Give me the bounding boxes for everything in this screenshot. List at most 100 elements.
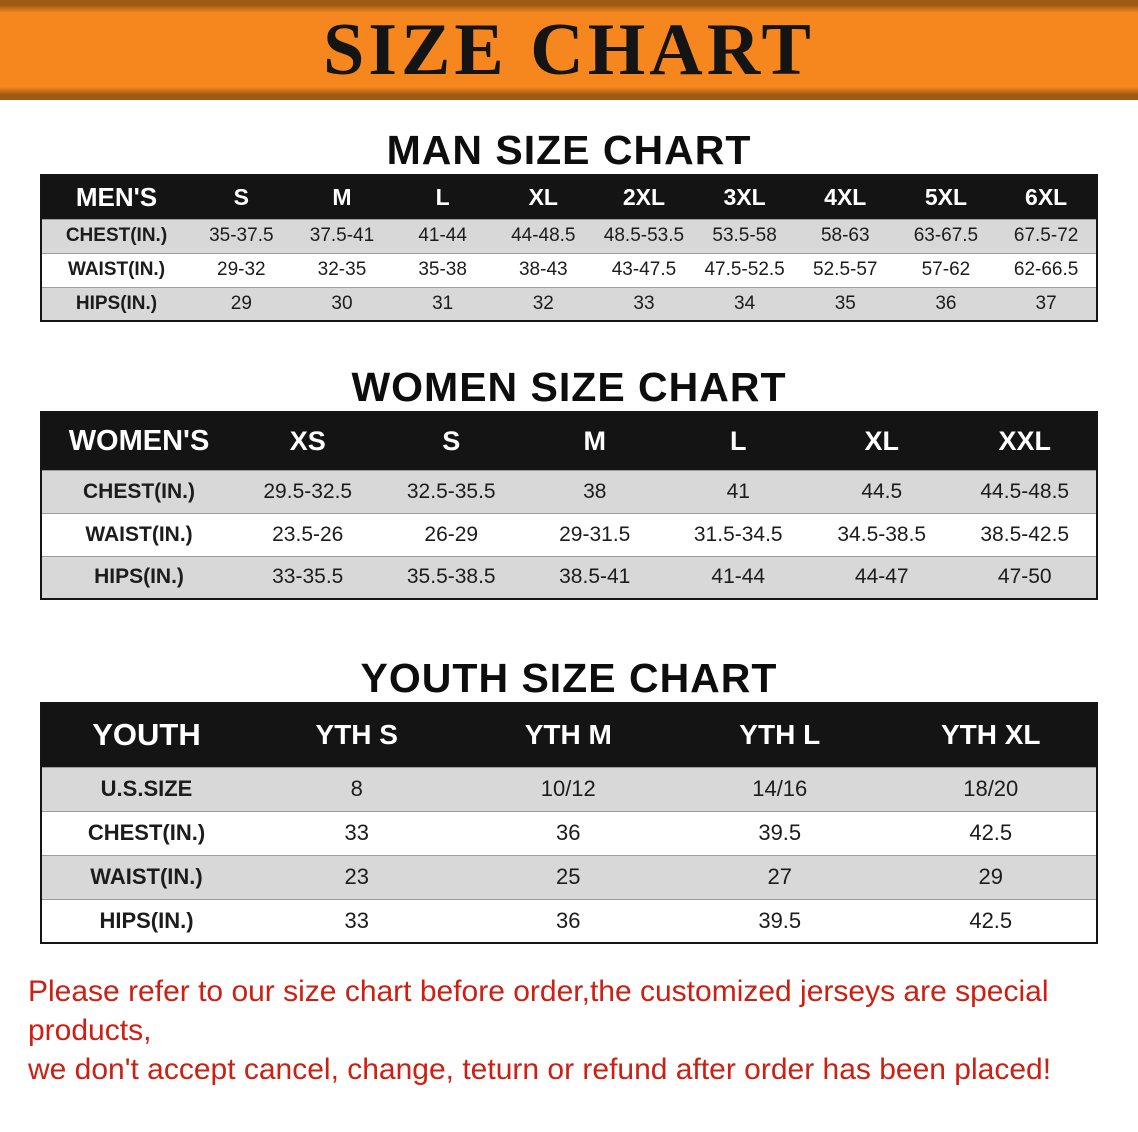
size-value-cell: 30 bbox=[331, 292, 353, 314]
table-row: HIPS(IN.) 33 36 39.5 42.5 bbox=[41, 899, 1097, 943]
men-table-title-cell: MEN'S bbox=[41, 175, 191, 219]
size-value-cell: 48.5-53.5 bbox=[603, 225, 685, 246]
size-value-cell: 31.5-34.5 bbox=[693, 522, 783, 546]
table-row: HIPS(IN.) 33-35.5 35.5-38.5 38.5-41 41-4… bbox=[41, 556, 1097, 599]
size-value-cell: 29-31.5 bbox=[559, 522, 631, 546]
size-value-cell: 23 bbox=[344, 864, 369, 889]
row-label: WAIST(IN.) bbox=[67, 259, 166, 280]
size-column-header: XS bbox=[236, 412, 380, 470]
women-table-header-row: WOMEN'S XS S M L XL XXL bbox=[41, 412, 1097, 470]
size-value-cell: 38-43 bbox=[518, 259, 568, 280]
size-value-cell: 34 bbox=[734, 292, 756, 314]
size-value-cell: 33 bbox=[633, 292, 655, 314]
row-label: CHEST(IN.) bbox=[83, 479, 195, 503]
size-column-header: 2XL bbox=[593, 175, 695, 219]
size-value-cell: 29 bbox=[230, 292, 252, 314]
size-column-header: L bbox=[666, 412, 810, 470]
disclaimer-text: Please refer to our size chart before or… bbox=[0, 972, 1138, 1089]
size-value-cell: 34.5-38.5 bbox=[837, 522, 927, 546]
table-row: CHEST(IN.) 29.5-32.5 32.5-35.5 38 41 44.… bbox=[41, 470, 1097, 513]
row-label: U.S.SIZE bbox=[100, 776, 193, 801]
size-value-cell: 33-35.5 bbox=[272, 565, 344, 589]
size-value-cell: 35-37.5 bbox=[209, 225, 274, 246]
size-value-cell: 42.5 bbox=[969, 820, 1013, 845]
size-value-cell: 47-50 bbox=[997, 565, 1052, 589]
size-value-cell: 63-67.5 bbox=[913, 225, 979, 246]
size-value-cell: 44.5 bbox=[861, 479, 903, 503]
size-column-header: YTH M bbox=[462, 703, 674, 767]
size-value-cell: 36 bbox=[556, 820, 581, 845]
size-column-header: 4XL bbox=[794, 175, 896, 219]
size-value-cell: 53.5-58 bbox=[712, 225, 777, 246]
women-size-table: WOMEN'S XS S M L XL XXL CHEST(IN.) 29.5-… bbox=[40, 411, 1098, 600]
size-value-cell: 25 bbox=[556, 864, 581, 889]
table-row: WAIST(IN.) 23 25 27 29 bbox=[41, 855, 1097, 899]
size-column-header: XL bbox=[492, 175, 594, 219]
size-value-cell: 36 bbox=[935, 292, 957, 314]
size-value-cell: 47.5-52.5 bbox=[704, 259, 785, 280]
size-value-cell: 38.5-41 bbox=[559, 565, 631, 589]
size-value-cell: 35-38 bbox=[418, 259, 467, 280]
size-value-cell: 57-62 bbox=[921, 259, 971, 280]
youth-size-table: YOUTH YTH S YTH M YTH L YTH XL U.S.SIZE … bbox=[40, 702, 1098, 944]
disclaimer-line-2: we don't accept cancel, change, teturn o… bbox=[28, 1053, 1052, 1086]
size-value-cell: 44-48.5 bbox=[511, 225, 576, 246]
row-label: WAIST(IN.) bbox=[90, 864, 203, 889]
size-value-cell: 37 bbox=[1035, 292, 1057, 314]
size-value-cell: 41-44 bbox=[711, 565, 766, 589]
size-value-cell: 14/16 bbox=[752, 776, 808, 801]
size-column-header: S bbox=[379, 412, 523, 470]
size-value-cell: 18/20 bbox=[963, 776, 1019, 801]
youth-table-header-row: YOUTH YTH S YTH M YTH L YTH XL bbox=[41, 703, 1097, 767]
disclaimer-line-1: Please refer to our size chart before or… bbox=[28, 975, 1049, 1047]
size-value-cell: 35 bbox=[834, 292, 856, 314]
women-size-chart-heading: WOMEN SIZE CHART bbox=[351, 364, 787, 410]
size-column-header: YTH XL bbox=[885, 703, 1097, 767]
size-value-cell: 10/12 bbox=[540, 776, 596, 801]
men-size-table: MEN'S S M L XL 2XL 3XL 4XL 5XL 6XL CHEST… bbox=[40, 174, 1098, 322]
size-value-cell: 33 bbox=[344, 820, 369, 845]
women-table-title-cell: WOMEN'S bbox=[41, 412, 236, 470]
table-row: WAIST(IN.) 23.5-26 26-29 29-31.5 31.5-34… bbox=[41, 513, 1097, 556]
table-row: CHEST(IN.) 35-37.5 37.5-41 41-44 44-48.5… bbox=[41, 219, 1097, 253]
row-label: HIPS(IN.) bbox=[75, 292, 158, 314]
youth-table-title-cell: YOUTH bbox=[41, 703, 251, 767]
size-value-cell: 32.5-35.5 bbox=[406, 479, 496, 503]
size-value-cell: 8 bbox=[350, 776, 363, 801]
youth-size-chart-heading: YOUTH SIZE CHART bbox=[360, 655, 778, 701]
size-value-cell: 31 bbox=[432, 292, 454, 314]
size-value-cell: 38 bbox=[583, 479, 607, 503]
size-value-cell: 32 bbox=[532, 292, 554, 314]
size-chart-banner: SIZE CHART bbox=[0, 0, 1138, 100]
size-value-cell: 23.5-26 bbox=[272, 522, 344, 546]
size-value-cell: 35.5-38.5 bbox=[406, 565, 496, 589]
table-row: HIPS(IN.) 29 30 31 32 33 34 35 36 37 bbox=[41, 287, 1097, 321]
size-value-cell: 26-29 bbox=[424, 522, 479, 546]
row-label: HIPS(IN.) bbox=[94, 565, 184, 589]
size-value-cell: 39.5 bbox=[758, 907, 802, 933]
size-value-cell: 33 bbox=[344, 907, 369, 933]
size-value-cell: 29 bbox=[978, 864, 1003, 889]
size-column-header: YTH L bbox=[674, 703, 886, 767]
size-value-cell: 44-47 bbox=[854, 565, 909, 589]
man-size-chart-heading: MAN SIZE CHART bbox=[386, 127, 752, 173]
row-label: HIPS(IN.) bbox=[99, 907, 194, 933]
size-value-cell: 41-44 bbox=[418, 225, 467, 246]
size-chart-title: SIZE CHART bbox=[323, 9, 815, 91]
size-value-cell: 42.5 bbox=[969, 907, 1013, 933]
men-table-header-row: MEN'S S M L XL 2XL 3XL 4XL 5XL 6XL bbox=[41, 175, 1097, 219]
size-column-header: 5XL bbox=[895, 175, 997, 219]
size-value-cell: 32-35 bbox=[317, 259, 367, 280]
size-value-cell: 43-47.5 bbox=[611, 259, 677, 280]
size-column-header: M bbox=[291, 175, 393, 219]
size-value-cell: 44.5-48.5 bbox=[980, 479, 1070, 503]
size-column-header: M bbox=[523, 412, 667, 470]
size-value-cell: 37.5-41 bbox=[309, 225, 375, 246]
size-value-cell: 38.5-42.5 bbox=[980, 522, 1070, 546]
size-column-header: XL bbox=[810, 412, 954, 470]
size-column-header: YTH S bbox=[251, 703, 463, 767]
table-row: CHEST(IN.) 33 36 39.5 42.5 bbox=[41, 811, 1097, 855]
size-value-cell: 29.5-32.5 bbox=[263, 479, 353, 503]
size-value-cell: 41 bbox=[726, 479, 750, 503]
table-row: WAIST(IN.) 29-32 32-35 35-38 38-43 43-47… bbox=[41, 253, 1097, 287]
